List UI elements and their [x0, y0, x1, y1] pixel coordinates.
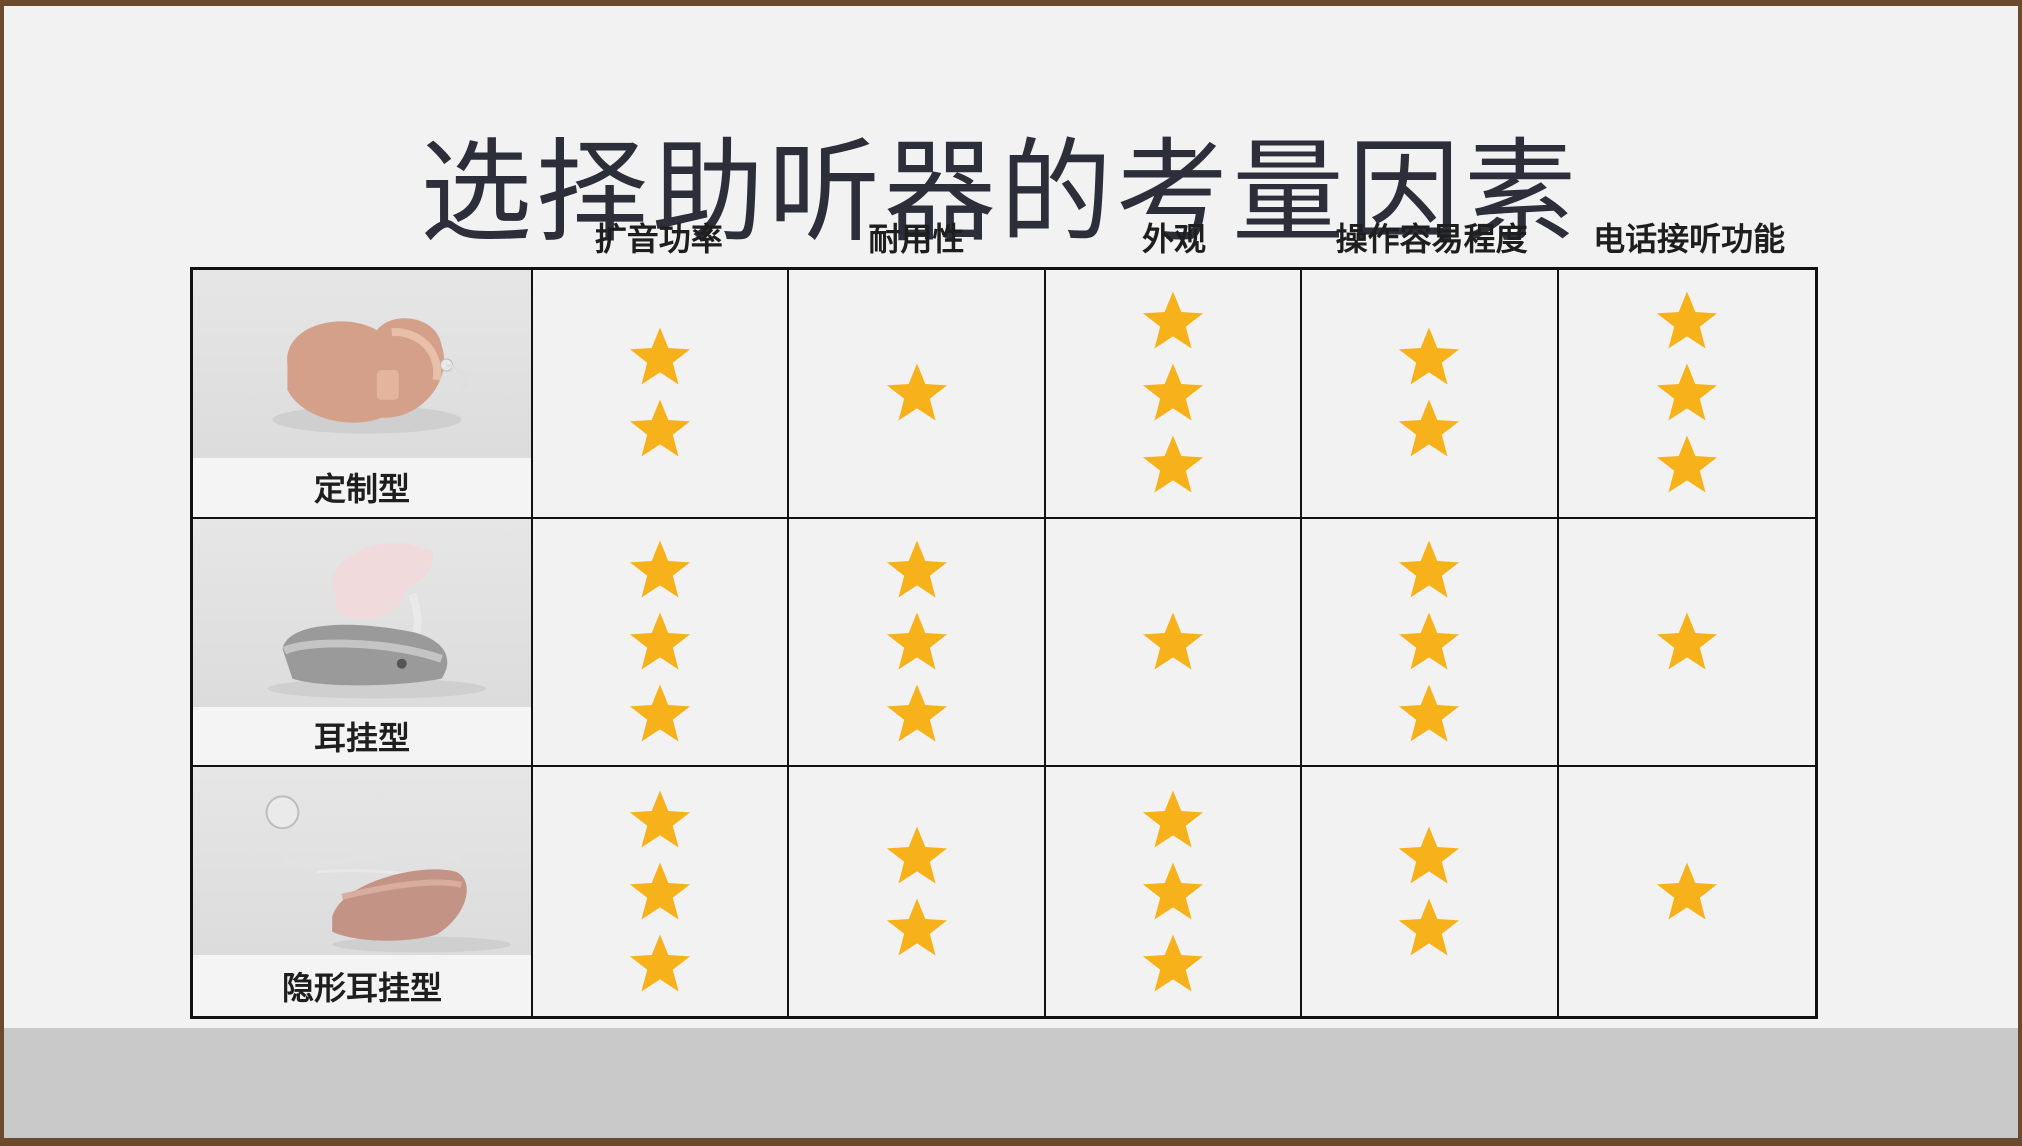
rating-cell	[789, 518, 1046, 768]
rating-cell	[1558, 519, 1815, 768]
star-icon	[1141, 932, 1205, 996]
star-icon	[885, 361, 949, 425]
hearing-aid-type-cell: 定制型	[193, 270, 533, 519]
rating-cell	[1045, 270, 1303, 519]
star-icon	[1141, 433, 1205, 497]
star-icon	[628, 682, 692, 746]
comparison-table: 定制型耳挂型隐形耳挂型	[190, 267, 1818, 1019]
rating-cell	[533, 767, 790, 1016]
column-header: 耐用性	[868, 220, 965, 258]
page-title: 选择助听器的考量因素	[420, 128, 1580, 259]
star-icon	[628, 397, 692, 461]
hearing-aid-type-label: 隐形耳挂型	[281, 968, 442, 1007]
star-icon	[1397, 610, 1461, 674]
star-icon	[1141, 289, 1205, 353]
star-icon	[628, 610, 692, 674]
column-header: 电话接听功能	[1593, 220, 1786, 258]
rating-cell	[789, 270, 1046, 519]
hearing-aid-type-label: 耳挂型	[313, 718, 410, 757]
rating-cell	[1046, 767, 1303, 1016]
rating-cell	[1559, 767, 1815, 1016]
footer-band	[4, 1028, 2018, 1138]
star-icon	[1655, 860, 1719, 924]
star-icon	[628, 932, 692, 996]
star-icon	[628, 860, 692, 924]
star-icon	[1141, 361, 1205, 425]
star-icon	[1655, 361, 1719, 425]
star-icon	[1141, 788, 1205, 852]
rating-cell	[1045, 518, 1303, 768]
star-icon	[628, 538, 692, 602]
column-header: 扩音功率	[594, 220, 723, 258]
star-icon	[1655, 433, 1719, 497]
column-header: 外观	[1141, 220, 1206, 258]
star-icon	[1397, 824, 1461, 888]
star-icon	[1397, 896, 1461, 960]
star-icon	[885, 538, 949, 602]
star-icon	[885, 896, 949, 960]
star-icon	[1397, 397, 1461, 461]
hearing-aid-photo	[193, 767, 531, 956]
star-icon	[1141, 860, 1205, 924]
rating-cell	[533, 270, 790, 519]
hearing-aid-photo	[193, 518, 531, 707]
rating-cell	[1302, 767, 1559, 1016]
rating-cell	[1558, 270, 1815, 519]
star-icon	[1655, 289, 1719, 353]
hearing-aid-type-cell: 隐形耳挂型	[193, 767, 533, 1016]
star-icon	[628, 788, 692, 852]
hearing-aid-type-label: 定制型	[313, 470, 410, 509]
star-icon	[1655, 610, 1719, 674]
star-icon	[885, 682, 949, 746]
rating-cell	[1302, 270, 1559, 519]
star-icon	[1397, 538, 1461, 602]
star-icon	[628, 325, 692, 389]
hearing-aid-type-cell: 耳挂型	[193, 518, 533, 768]
star-icon	[885, 610, 949, 674]
rating-cell	[789, 767, 1046, 1016]
star-icon	[1141, 610, 1205, 674]
star-icon	[1397, 682, 1461, 746]
star-icon	[885, 824, 949, 888]
star-icon	[1397, 325, 1461, 389]
rating-cell	[533, 518, 790, 768]
rating-cell	[1302, 518, 1559, 768]
hearing-aid-photo	[193, 270, 531, 458]
column-header: 操作容易程度	[1335, 220, 1528, 258]
